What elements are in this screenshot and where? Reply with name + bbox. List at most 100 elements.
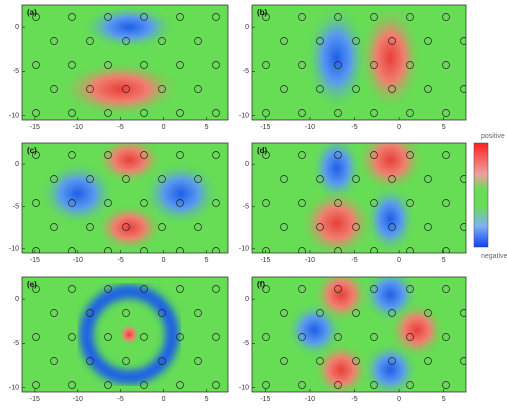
positive-lobe xyxy=(388,301,446,359)
site xyxy=(334,109,342,117)
site xyxy=(212,285,220,293)
site xyxy=(194,223,202,231)
site xyxy=(334,61,342,69)
panel-label: (b) xyxy=(257,8,268,17)
site xyxy=(140,151,148,159)
negative-lobe xyxy=(305,5,369,112)
site xyxy=(370,247,378,253)
site xyxy=(406,61,414,69)
site xyxy=(50,357,58,365)
y-tick-label: -10 xyxy=(9,246,19,253)
panel xyxy=(22,277,228,392)
site xyxy=(140,199,148,207)
site xyxy=(280,85,288,93)
site xyxy=(442,61,450,69)
y-tick-label: -10 xyxy=(9,384,19,391)
y-tick-label: 0 xyxy=(245,24,249,31)
x-tick-label: 0 xyxy=(162,257,166,264)
site xyxy=(280,175,288,183)
site xyxy=(140,61,148,69)
y-tick-label: -10 xyxy=(239,246,249,253)
site xyxy=(370,13,378,21)
site xyxy=(194,37,202,45)
y-tick-label: 0 xyxy=(245,296,249,303)
site xyxy=(140,333,148,341)
y-tick-label: -5 xyxy=(243,203,249,210)
x-tick-label: -15 xyxy=(30,396,40,403)
panel-label: (e) xyxy=(27,280,37,289)
x-tick-label: -15 xyxy=(260,124,270,131)
site xyxy=(334,151,342,159)
site xyxy=(122,37,130,45)
site xyxy=(298,109,306,117)
x-tick-label: 0 xyxy=(397,396,401,403)
site xyxy=(262,285,270,293)
site xyxy=(212,151,220,159)
positive-lobe xyxy=(58,60,183,118)
site xyxy=(122,223,130,231)
site xyxy=(442,247,450,253)
x-tick-label: 5 xyxy=(442,396,446,403)
site xyxy=(104,285,112,293)
site xyxy=(140,247,148,253)
site xyxy=(122,85,130,93)
y-tick-label: -10 xyxy=(9,112,19,119)
y-tick-label: -5 xyxy=(243,68,249,75)
site xyxy=(262,247,270,253)
site xyxy=(104,381,112,389)
site xyxy=(424,37,432,45)
site xyxy=(194,175,202,183)
colorbar-high: positive xyxy=(481,133,505,140)
site xyxy=(194,85,202,93)
site xyxy=(194,309,202,317)
site xyxy=(352,175,360,183)
x-tick-label: 5 xyxy=(205,257,209,264)
site xyxy=(50,309,58,317)
x-tick-label: -15 xyxy=(30,124,40,131)
positive-lobe xyxy=(118,323,141,346)
site xyxy=(460,175,466,183)
site xyxy=(442,285,450,293)
site xyxy=(68,333,76,341)
site xyxy=(68,109,76,117)
site xyxy=(176,333,184,341)
site xyxy=(424,85,432,93)
site xyxy=(316,223,324,231)
site xyxy=(460,85,466,93)
site xyxy=(352,85,360,93)
panel-frame xyxy=(21,276,229,393)
site xyxy=(158,175,166,183)
site xyxy=(68,61,76,69)
site xyxy=(370,151,378,159)
x-tick-label: 5 xyxy=(205,396,209,403)
site xyxy=(86,309,94,317)
site xyxy=(104,13,112,21)
site xyxy=(370,109,378,117)
x-tick-label: -10 xyxy=(73,124,83,131)
site xyxy=(32,61,40,69)
site xyxy=(68,199,76,207)
site xyxy=(86,357,94,365)
negative-ring xyxy=(79,284,180,385)
x-tick-label: -5 xyxy=(118,396,124,403)
panel-frame xyxy=(251,4,467,121)
site xyxy=(68,13,76,21)
site xyxy=(262,333,270,341)
y-tick-label: -10 xyxy=(239,384,249,391)
site xyxy=(316,309,324,317)
site xyxy=(298,285,306,293)
site xyxy=(262,109,270,117)
x-tick-label: -15 xyxy=(260,257,270,264)
site xyxy=(176,381,184,389)
site xyxy=(424,309,432,317)
x-tick-label: 0 xyxy=(162,396,166,403)
site xyxy=(32,247,40,253)
site xyxy=(334,285,342,293)
site xyxy=(140,109,148,117)
site xyxy=(442,109,450,117)
site xyxy=(406,247,414,253)
panel xyxy=(252,277,466,392)
x-tick-label: -15 xyxy=(260,396,270,403)
panel-frame xyxy=(21,142,229,254)
